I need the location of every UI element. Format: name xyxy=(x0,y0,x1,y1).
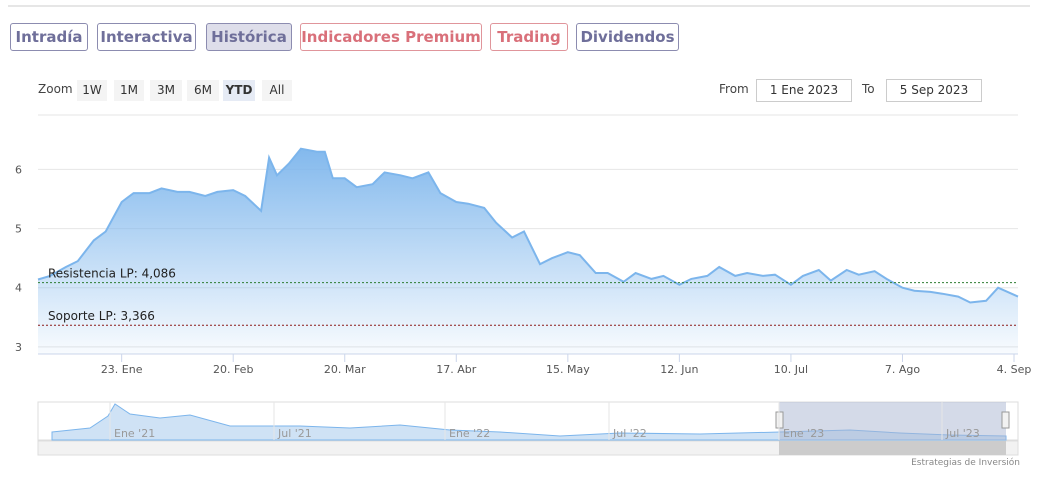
navigator-label: Jul '22 xyxy=(612,427,647,440)
tab[interactable]: Dividendos xyxy=(576,23,679,51)
navigator-label: Jul '21 xyxy=(277,427,312,440)
x-tick-label: 20. Mar xyxy=(324,363,366,376)
zoom-button[interactable]: All xyxy=(262,80,292,101)
navigator-mask xyxy=(779,402,1006,440)
zoom-label: Zoom xyxy=(38,82,73,96)
tab[interactable]: Interactiva xyxy=(97,23,196,51)
y-tick-label: 5 xyxy=(15,223,22,236)
x-tick-label: 17. Abr xyxy=(436,363,476,376)
tab[interactable]: Histórica xyxy=(206,23,292,51)
navigator-label: Jul '23 xyxy=(945,427,980,440)
zoom-button[interactable]: YTD xyxy=(223,80,255,101)
to-input[interactable]: 5 Sep 2023 xyxy=(886,79,982,102)
to-label: To xyxy=(862,82,875,96)
navigator: Ene '21 Jul '21 Ene '22 Jul '22 Ene '23 Jul '… xyxy=(37,401,1019,456)
area xyxy=(38,148,1018,354)
zoom-button[interactable]: 1W xyxy=(77,80,107,101)
zoom-button[interactable]: 1M xyxy=(114,80,144,101)
line xyxy=(37,147,1019,304)
y-tick-label: 4 xyxy=(15,282,22,295)
tab[interactable]: Intradía xyxy=(10,23,88,51)
scrollbar[interactable] xyxy=(37,440,1019,456)
x-tick-label: 4. Sep xyxy=(997,363,1032,376)
y-tick-label: 3 xyxy=(15,341,22,354)
x-tick-label: 12. Jun xyxy=(660,363,698,376)
x-tick-label: 20. Feb xyxy=(213,363,253,376)
tab[interactable]: Trading xyxy=(490,23,568,51)
scrollbar-thumb[interactable] xyxy=(779,441,1006,455)
x-tick-label: 23. Ene xyxy=(101,363,143,376)
plot-line-label: Soporte LP: 3,366 xyxy=(48,309,155,323)
zoom-button[interactable]: 3M xyxy=(150,80,182,101)
from-label: From xyxy=(719,82,749,96)
x-tick-label: 10. Jul xyxy=(774,363,808,376)
plot-line-label: Resistencia LP: 4,086 xyxy=(48,267,176,281)
zoom-button[interactable]: 6M xyxy=(187,80,219,101)
x-tick-label: 15. May xyxy=(546,363,590,376)
from-input[interactable]: 1 Ene 2023 xyxy=(756,79,852,102)
navigator-handle[interactable] xyxy=(1001,411,1010,429)
tab[interactable]: Indicadores Premium xyxy=(300,23,482,51)
y-tick-label: 6 xyxy=(15,163,22,176)
navigator-label: Ene '23 xyxy=(783,427,824,440)
x-tick-label: 7. Ago xyxy=(885,363,920,376)
navigator-label: Ene '22 xyxy=(449,427,490,440)
credit: Estrategias de Inversión xyxy=(911,457,1020,468)
navigator-label: Ene '21 xyxy=(114,427,155,440)
